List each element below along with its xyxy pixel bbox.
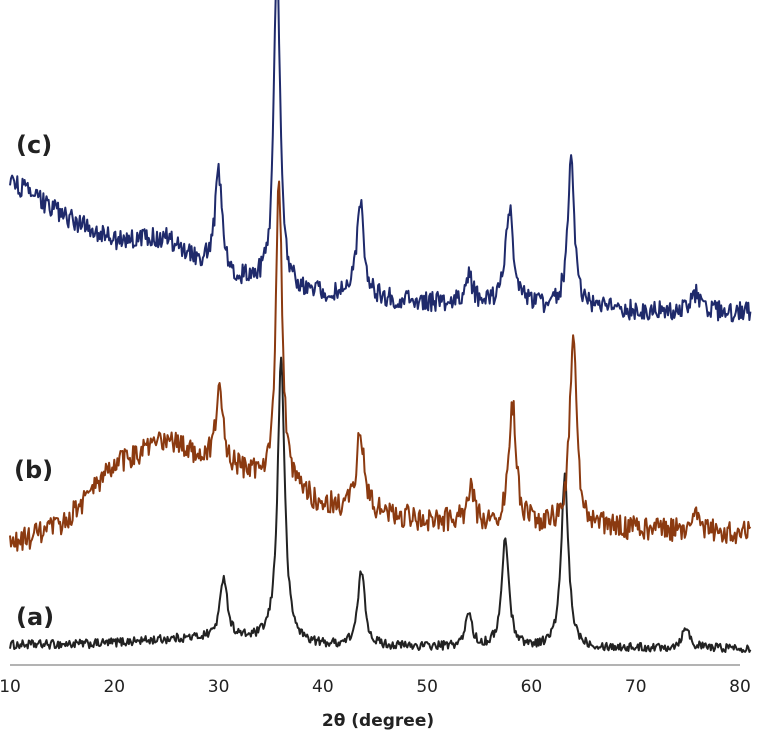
series-label: (a) [16, 603, 54, 631]
series-label: (b) [14, 456, 53, 484]
x-tick-label: 20 [103, 677, 125, 697]
series-label: (c) [16, 131, 52, 159]
x-axis-title: 2θ (degree) [322, 711, 434, 731]
x-tick-label: 30 [208, 677, 230, 697]
x-tick-label: 40 [312, 677, 334, 697]
x-tick-label: 80 [729, 677, 751, 697]
x-tick-label: 60 [521, 677, 543, 697]
x-tick-label: 50 [416, 677, 438, 697]
series-labels: (a) (b) (c) [14, 131, 54, 631]
series-line [9, 356, 752, 654]
x-tick-labels: 10 20 30 40 50 60 70 80 [0, 677, 751, 697]
x-tick-label: 70 [625, 677, 647, 697]
x-tick-label: 10 [0, 677, 21, 697]
series-line [9, 0, 752, 323]
series-line [9, 180, 752, 552]
series-layer [9, 0, 752, 654]
